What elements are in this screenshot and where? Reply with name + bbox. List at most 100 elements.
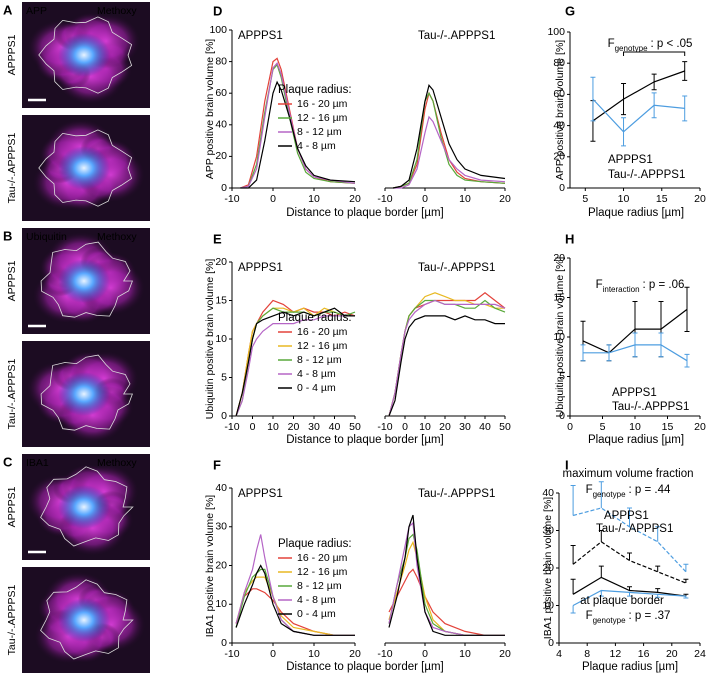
legend-label: Tau-/-.APPPS1 bbox=[596, 523, 673, 535]
error-bar bbox=[621, 117, 627, 147]
y-tick-label: 40 bbox=[553, 119, 565, 131]
legend-label: 4 - 8 µm bbox=[297, 140, 336, 152]
x-tick-label: 30 bbox=[459, 421, 471, 433]
series-line bbox=[235, 564, 355, 636]
panel-letter: F bbox=[213, 457, 221, 472]
error-bar bbox=[627, 586, 632, 591]
x-tick-label: 24 bbox=[694, 648, 706, 660]
y-tick-label: 0 bbox=[559, 182, 565, 194]
row-label: APPPS1 bbox=[6, 486, 18, 527]
annotation-stat: : p = .06 bbox=[643, 279, 685, 291]
legend-title: Plaque radius: bbox=[278, 312, 352, 324]
x-axis-label: Distance to plaque border [µm] bbox=[286, 207, 444, 219]
series-line bbox=[388, 568, 505, 636]
x-tick-label: 30 bbox=[308, 421, 320, 433]
annotation-main: F bbox=[596, 279, 603, 291]
x-tick-label: 16 bbox=[638, 648, 650, 660]
y-tick-label: 60 bbox=[553, 88, 565, 100]
series-line bbox=[572, 507, 687, 573]
error-bar bbox=[570, 578, 576, 595]
x-axis-label: Plaque radius [µm] bbox=[582, 661, 678, 673]
x-axis-label: Distance to plaque border [µm] bbox=[286, 661, 444, 673]
x-tick-label: -10 bbox=[377, 421, 392, 433]
plaque-outline bbox=[38, 16, 133, 94]
y-tick-label: 40 bbox=[542, 487, 554, 499]
x-tick-label: 50 bbox=[349, 421, 361, 433]
legend-label: APPPS1 bbox=[608, 154, 653, 166]
x-tick-label: 4 bbox=[556, 648, 562, 660]
y-tick-label: 20 bbox=[542, 562, 554, 574]
error-bar bbox=[570, 545, 576, 565]
x-tick-label: 50 bbox=[499, 421, 511, 433]
legend-label: Tau-/-.APPPS1 bbox=[612, 401, 689, 413]
x-tick-label: -10 bbox=[377, 193, 392, 205]
series-line bbox=[388, 315, 505, 417]
y-tick-label: 5 bbox=[221, 371, 227, 383]
chart-title: APPPS1 bbox=[238, 488, 283, 500]
annotation-main: at plaque border bbox=[580, 595, 664, 607]
series-line bbox=[388, 292, 506, 417]
x-tick-label: 10 bbox=[308, 648, 320, 660]
y-tick-label: 0 bbox=[559, 410, 565, 422]
series-line bbox=[240, 80, 356, 189]
error-bar bbox=[627, 507, 632, 527]
y-tick-label: 100 bbox=[547, 26, 565, 38]
plaque-core bbox=[58, 485, 110, 529]
legend-label: Tau-/-.APPPS1 bbox=[608, 169, 685, 181]
error-bar bbox=[684, 286, 690, 332]
x-tick-label: 0 bbox=[422, 193, 428, 205]
annotation-sub: genotype bbox=[593, 490, 626, 499]
row-label: APPPS1 bbox=[6, 260, 18, 301]
annotation-stat: : p = .37 bbox=[629, 610, 671, 622]
row-label: APPPS1 bbox=[6, 34, 18, 75]
annotation: Fgenotype: p = .37 bbox=[586, 610, 671, 625]
error-bar bbox=[621, 82, 627, 116]
x-tick-label: 20 bbox=[694, 193, 706, 205]
x-tick-label: -10 bbox=[224, 193, 239, 205]
legend-label: 8 - 12 µm bbox=[297, 354, 342, 366]
y-tick-label: 30 bbox=[542, 524, 554, 536]
error-bar bbox=[683, 578, 689, 583]
legend-label: 12 - 16 µm bbox=[297, 340, 348, 352]
x-tick-label: 20 bbox=[666, 648, 678, 660]
panel-letter: B bbox=[3, 228, 12, 243]
x-tick-label: -10 bbox=[224, 421, 239, 433]
error-bar bbox=[682, 61, 688, 81]
y-tick-label: 10 bbox=[215, 333, 227, 345]
series-line bbox=[388, 292, 505, 417]
y-tick-label: 10 bbox=[215, 598, 227, 610]
row-label: Tau-/-.APPPS1 bbox=[6, 359, 18, 430]
annotation: maximum volume fraction bbox=[562, 468, 693, 480]
plaque-outline bbox=[38, 129, 133, 207]
plaque-outline bbox=[40, 466, 134, 547]
panel-letter: C bbox=[3, 454, 13, 469]
x-tick-label: 10 bbox=[267, 421, 279, 433]
annotation: Finteraction: p = .06 bbox=[596, 279, 685, 294]
x-tick-label: 10 bbox=[419, 421, 431, 433]
x-tick-label: 5 bbox=[600, 421, 606, 433]
error-bar bbox=[683, 596, 689, 599]
error-bar bbox=[598, 481, 604, 508]
x-tick-label: -10 bbox=[224, 648, 239, 660]
annotation-main: F bbox=[586, 610, 593, 622]
series-line bbox=[393, 115, 506, 189]
plaque-core bbox=[58, 372, 110, 416]
panel-letter: D bbox=[213, 3, 222, 18]
series-line bbox=[388, 514, 505, 636]
stain-label: APP bbox=[26, 5, 47, 17]
legend-title: Plaque radius: bbox=[278, 84, 352, 96]
series-line bbox=[388, 299, 506, 417]
y-tick-label: 20 bbox=[215, 559, 227, 571]
x-tick-label: 0 bbox=[422, 648, 428, 660]
annotation-sub: genotype bbox=[593, 616, 626, 625]
x-tick-label: 0 bbox=[270, 648, 276, 660]
plaque-core bbox=[58, 146, 110, 190]
x-tick-label: 20 bbox=[349, 648, 361, 660]
chart-title: APPPS1 bbox=[238, 30, 283, 42]
x-tick-label: 0 bbox=[250, 421, 256, 433]
error-bar bbox=[655, 565, 661, 572]
y-tick-label: 20 bbox=[553, 252, 565, 264]
x-axis-label: Distance to plaque border [µm] bbox=[286, 434, 444, 446]
legend-label: 12 - 16 µm bbox=[297, 566, 348, 578]
x-tick-label: 15 bbox=[662, 421, 674, 433]
